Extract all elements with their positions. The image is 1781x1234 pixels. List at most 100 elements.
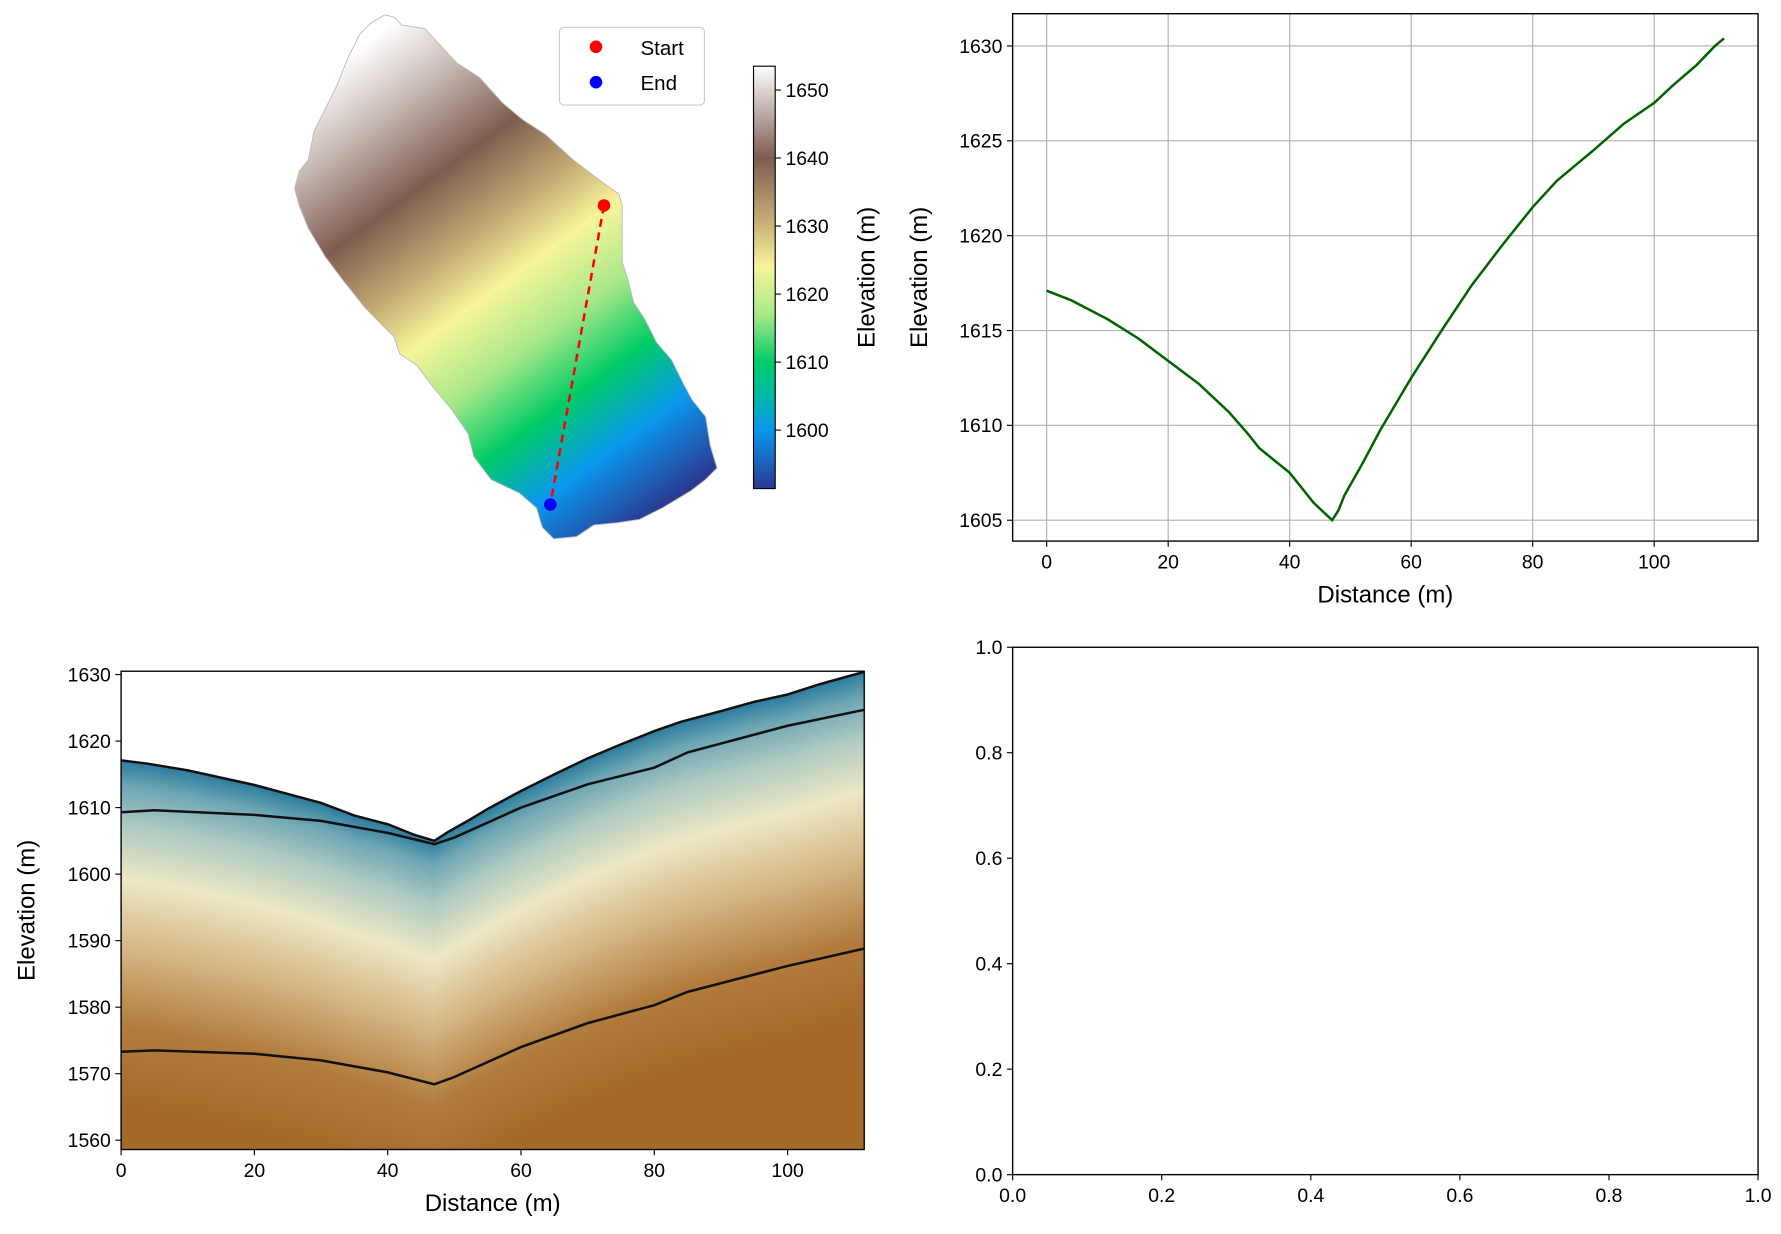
depth-band <box>121 842 865 1017</box>
depth-band <box>121 839 865 1013</box>
y-tick-label: 1615 <box>959 320 1002 342</box>
x-tick-label: 0.8 <box>1595 1185 1622 1207</box>
x-tick-label: 80 <box>1522 551 1544 573</box>
depth-band <box>121 756 865 930</box>
depth-band <box>121 829 865 1004</box>
depth-band <box>121 1052 865 1150</box>
depth-band <box>121 1058 865 1150</box>
depth-band <box>121 696 865 870</box>
depth-band <box>121 816 865 990</box>
axes-frame <box>1011 646 1759 1176</box>
depth-band <box>121 706 865 880</box>
x-tick-label: 0.4 <box>1297 1185 1324 1207</box>
depth-band <box>121 822 865 997</box>
profile-line <box>549 205 606 505</box>
empty-axes: 0.0 0.2 0.4 0.6 0.8 1.0 0.0 0.2 0.4 0.6 0.8 1.0 <box>975 637 1771 1207</box>
depth-band <box>121 769 865 944</box>
depth-band <box>121 709 865 884</box>
depth-band <box>121 952 865 1127</box>
y-tick-label: 1610 <box>68 797 111 819</box>
depth-band <box>121 1032 865 1150</box>
depth-band <box>121 875 865 1050</box>
depth-band <box>121 1048 865 1150</box>
depth-band <box>121 749 865 924</box>
depth-band <box>121 935 865 1110</box>
depth-band <box>121 1028 865 1150</box>
depth-band <box>121 832 865 1007</box>
depth-band <box>121 889 865 1063</box>
y-tick-label: 0.4 <box>975 954 1002 976</box>
map-panel: Start End Elevation (m) 1600 1610 1620 1630… <box>294 14 881 540</box>
depth-band <box>121 872 865 1047</box>
depth-band <box>121 972 865 1147</box>
depth-band <box>121 712 865 887</box>
layer-boundary-1 <box>121 708 865 846</box>
depth-band <box>121 962 865 1137</box>
depth-band <box>121 1022 865 1150</box>
depth-band <box>121 1042 865 1150</box>
depth-band <box>121 865 865 1040</box>
depth-band <box>121 1038 865 1150</box>
y-tick-label: 0.2 <box>975 1059 1002 1081</box>
y-tick-label: 0.6 <box>975 848 1002 870</box>
layer-boundary-2 <box>121 947 865 1086</box>
depth-band <box>121 819 865 994</box>
depth-band <box>121 746 865 920</box>
depth-band <box>121 1018 865 1150</box>
x-tick-label: 40 <box>377 1160 399 1182</box>
depth-band <box>121 989 865 1150</box>
depth-band <box>121 852 865 1027</box>
depth-band <box>121 879 865 1053</box>
depth-band <box>121 692 865 867</box>
x-tick-label: 0 <box>116 1160 127 1182</box>
depth-band <box>121 699 865 874</box>
x-tick-label: 0 <box>1041 551 1052 573</box>
colorbar: Elevation (m) 1600 1610 1620 1630 1640 1650 <box>752 65 881 490</box>
depth-band <box>121 742 865 917</box>
depth-band <box>121 835 865 1010</box>
depth-band <box>121 786 865 960</box>
x-tick-label: 40 <box>1279 551 1301 573</box>
depth-band <box>121 766 865 940</box>
y-tick-label: 1590 <box>68 930 111 952</box>
depth-band <box>121 792 865 967</box>
depth-band <box>121 1065 865 1150</box>
legend-start-marker <box>589 40 603 54</box>
depth-band <box>121 998 865 1150</box>
depth-band <box>121 909 865 1083</box>
depth-band <box>121 859 865 1033</box>
depth-band <box>121 772 865 947</box>
profile-axes: 0 20 40 60 80 100 1605 1610 1615 1620 1625 1630 Dist… <box>906 13 1759 609</box>
depth-band <box>121 995 865 1150</box>
y-axis-label: Elevation (m) <box>906 207 933 348</box>
depth-band <box>121 1045 865 1150</box>
depth-band <box>121 729 865 904</box>
colorbar-tick-label: 1620 <box>785 284 828 306</box>
x-tick-label: 80 <box>644 1160 666 1182</box>
depth-band <box>121 762 865 937</box>
y-tick-label: 1630 <box>68 664 111 686</box>
depth-band <box>121 752 865 927</box>
depth-band <box>121 1012 865 1150</box>
depth-band <box>121 716 865 890</box>
depth-band <box>121 722 865 897</box>
depth-band <box>121 689 865 864</box>
y-tick-label: 1620 <box>68 731 111 753</box>
x-tick-label: 100 <box>1638 551 1671 573</box>
depth-band <box>121 899 865 1073</box>
depth-band <box>121 885 865 1060</box>
depth-band <box>121 849 865 1023</box>
axes-frame <box>1011 13 1759 542</box>
cross-section-axes: 0 20 40 60 80 100 1560 1570 1580 1590 1600 1610 1620… <box>13 664 865 1217</box>
depth-band <box>121 932 865 1107</box>
colorbar-tick-label: 1650 <box>785 80 828 102</box>
axes-frame <box>120 670 865 1151</box>
depth-band <box>121 895 865 1070</box>
y-axis-label: Elevation (m) <box>13 840 40 981</box>
depth-band <box>121 1055 865 1150</box>
depth-band <box>121 726 865 900</box>
depth-band <box>121 919 865 1093</box>
colorbar-tick-label: 1640 <box>785 148 828 170</box>
depth-band <box>121 982 865 1150</box>
x-tick-label: 60 <box>510 1160 532 1182</box>
